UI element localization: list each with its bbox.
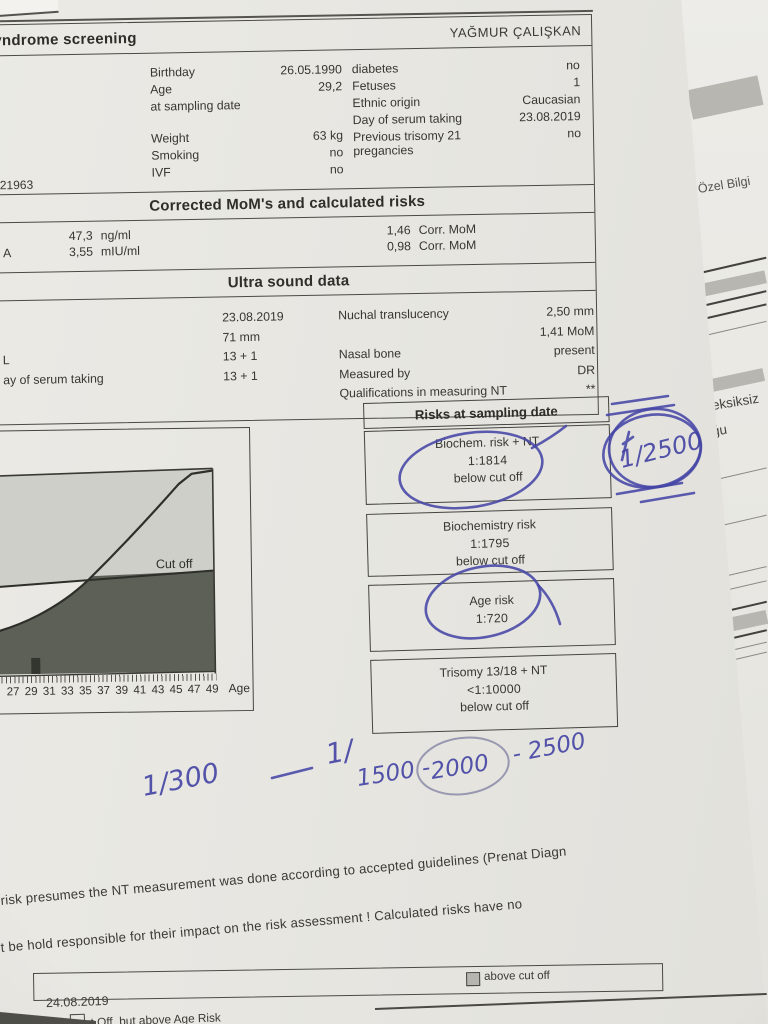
legend-divider-line xyxy=(374,992,767,1010)
tick-label: 37 xyxy=(97,684,111,698)
row-label: Smoking xyxy=(151,147,200,163)
patient-data-grid: 21963 Birthday 26.05.1990 Age 29,2 at sa… xyxy=(0,45,594,196)
row-label: Day of serum taking xyxy=(352,111,463,128)
mom-label: Corr. MoM xyxy=(418,222,477,238)
row-value: no xyxy=(565,58,580,73)
tick-label: 31 xyxy=(42,685,56,698)
row-label: diabetes xyxy=(351,61,399,77)
margin-cut-label: L xyxy=(2,353,10,368)
tick-label: 35 xyxy=(79,685,92,698)
above-cutoff-checkbox-icon xyxy=(466,971,481,987)
row-label: Ethnic origin xyxy=(352,94,421,111)
margin-record-id: 21963 xyxy=(0,177,34,193)
above-cutoff-label: above cut off xyxy=(484,969,550,983)
cutoff-line xyxy=(0,569,215,590)
patient-left-column: Birthday 26.05.1990 Age 29,2 at sampling… xyxy=(150,62,344,182)
tick-label: 33 xyxy=(60,685,74,698)
serum-value: 47,3 xyxy=(68,228,93,244)
row-value: no xyxy=(329,162,344,177)
risks-column: Risks at sampling date Biochem. risk + N… xyxy=(363,396,619,734)
chart-canvas xyxy=(0,467,217,678)
us-label: Nasal bone xyxy=(338,346,402,362)
risks-header: Risks at sampling date xyxy=(363,396,610,429)
row-value: 26.05.1990 xyxy=(280,62,342,78)
tick-label: 29 xyxy=(24,685,38,699)
row-value: 23.08.2019 xyxy=(519,109,581,125)
risk-box-trisomy-13-18: Trisomy 13/18 + NT <1:10000 below cut of… xyxy=(370,653,619,734)
us-right-value: 1,41 MoM xyxy=(539,323,595,339)
age-risk-chart: Cut off 27 29 31 33 35 37 39 41 43 45 47… xyxy=(0,426,254,715)
tick-label: 47 xyxy=(187,683,201,696)
patient-row-ivf: IVF no xyxy=(151,162,343,182)
risk-box-biochem-nt: Biochem. risk + NT 1:1814 below cut off xyxy=(363,424,612,505)
patient-right-column: diabetes no Fetuses 1 Ethnic origin Cauc… xyxy=(352,58,582,158)
patient-name: YAĞMUR ÇALIŞKAN xyxy=(449,22,582,40)
margin-cut-label: A xyxy=(2,246,12,261)
row-label: Birthday xyxy=(149,64,196,80)
row-value: 63 kg xyxy=(312,128,344,143)
risk-box-age: Age risk 1:720 xyxy=(368,578,616,652)
us-right-value: present xyxy=(553,342,595,358)
row-value: no xyxy=(329,145,344,160)
row-label: Age xyxy=(150,82,173,97)
us-value: 13 + 1 xyxy=(222,348,258,364)
report-title: yndrome screening xyxy=(0,29,137,49)
serum-value: 3,55 xyxy=(68,244,94,260)
row-value: Caucasian xyxy=(522,92,581,108)
below-cutoff-region xyxy=(0,570,216,675)
us-right-value: DR xyxy=(577,362,596,377)
plot-right-border xyxy=(211,468,217,674)
margin-cut-label: ay of serum taking xyxy=(3,371,104,387)
mom-label: Corr. MoM xyxy=(418,238,477,254)
us-value: 71 mm xyxy=(222,329,261,344)
row-value: no xyxy=(567,126,582,141)
patient-age-marker xyxy=(31,657,41,675)
patient-row-previous-trisomy: Previous trisomy 21 pregancies no xyxy=(353,126,581,158)
legend-partial-text: ut Off, but above Age Risk xyxy=(83,1010,222,1024)
tick-label: 49 xyxy=(205,683,219,696)
us-right-value: 2,50 mm xyxy=(546,303,595,319)
serum-unit: mIU/ml xyxy=(100,243,141,259)
row-value: 29,2 xyxy=(318,79,343,94)
tick-label: 27 xyxy=(6,686,20,699)
row-value: 1 xyxy=(573,75,581,90)
us-value: 13 + 1 xyxy=(223,368,258,383)
patient-details-table: yndrome screening YAĞMUR ÇALIŞKAN 21963 … xyxy=(0,13,599,426)
row-label: Fetuses xyxy=(352,78,397,94)
mom-value: 0,98 xyxy=(386,239,412,254)
row-label: at sampling date xyxy=(150,98,241,114)
section-title: Ultra sound data xyxy=(227,272,350,292)
section-title: Risks at sampling date xyxy=(414,403,558,423)
tick-label: 39 xyxy=(115,684,129,697)
row-label: Weight xyxy=(150,130,190,146)
mom-value: 1,46 xyxy=(386,223,411,238)
section-title: Corrected MoM's and calculated risks xyxy=(149,192,426,215)
us-value: 23.08.2019 xyxy=(222,309,284,325)
us-label: Measured by xyxy=(339,365,411,381)
legend-row: above cut off xyxy=(33,963,664,1001)
x-axis-title: Age xyxy=(228,680,251,696)
above-cutoff-region xyxy=(0,468,214,589)
tick-label: 45 xyxy=(169,683,183,697)
cutoff-label: Cut off xyxy=(155,556,193,572)
serum-unit: ng/ml xyxy=(100,228,131,243)
tick-label: 41 xyxy=(133,684,147,697)
tick-label: 43 xyxy=(151,684,165,697)
row-label: Previous trisomy 21 pregancies xyxy=(352,128,462,159)
risk-curve xyxy=(0,469,213,638)
row-label: IVF xyxy=(151,165,171,180)
plot-top-border xyxy=(0,467,213,478)
risk-box-biochemistry: Biochemistry risk 1:1795 below cut off xyxy=(366,507,614,577)
